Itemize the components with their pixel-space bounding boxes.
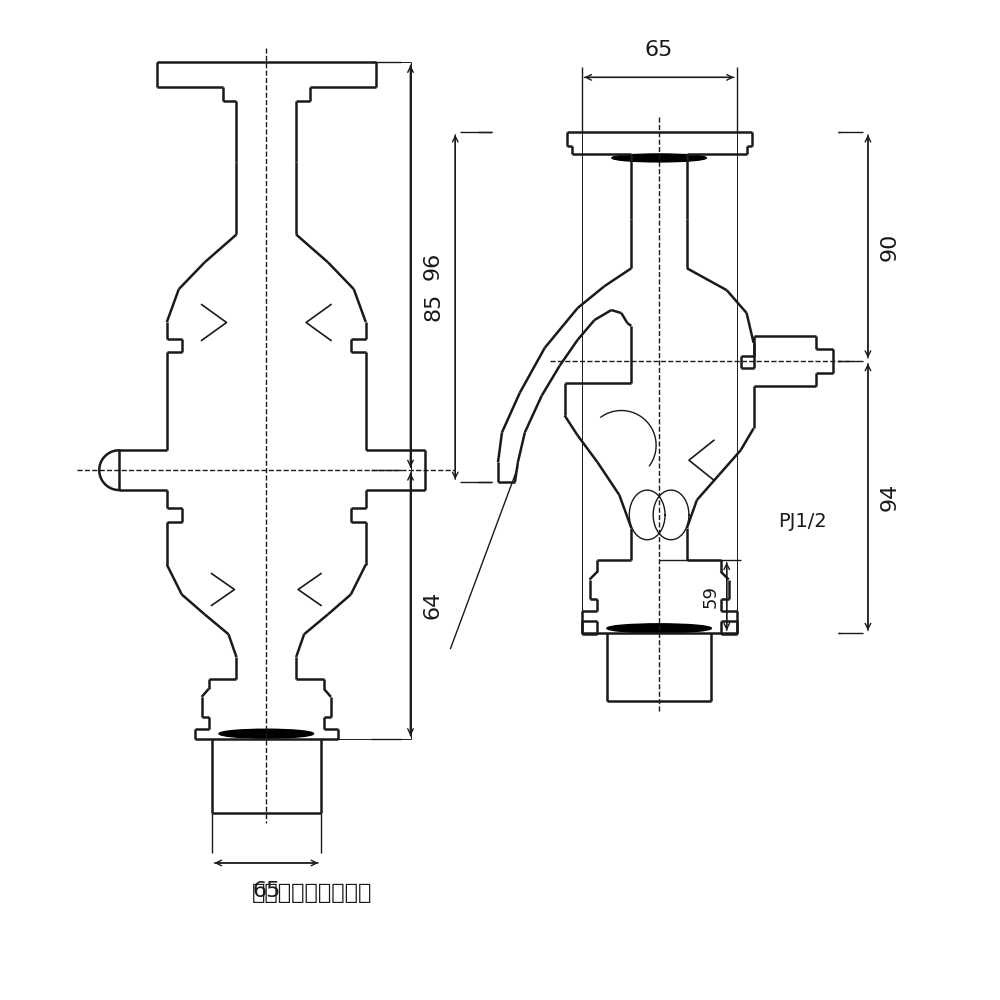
Text: 94: 94 <box>880 483 900 511</box>
Text: PJ1/2: PJ1/2 <box>778 512 827 531</box>
Text: 90: 90 <box>880 232 900 261</box>
Ellipse shape <box>612 154 706 162</box>
Text: 96: 96 <box>422 252 442 280</box>
Text: 星形整流器付パイプ: 星形整流器付パイプ <box>251 883 372 903</box>
Ellipse shape <box>607 624 711 633</box>
Ellipse shape <box>219 729 314 738</box>
Text: 65: 65 <box>252 881 280 901</box>
Text: 59: 59 <box>702 585 720 608</box>
Text: 64: 64 <box>422 590 442 619</box>
Text: 65: 65 <box>645 40 673 60</box>
Text: 85: 85 <box>423 293 443 321</box>
